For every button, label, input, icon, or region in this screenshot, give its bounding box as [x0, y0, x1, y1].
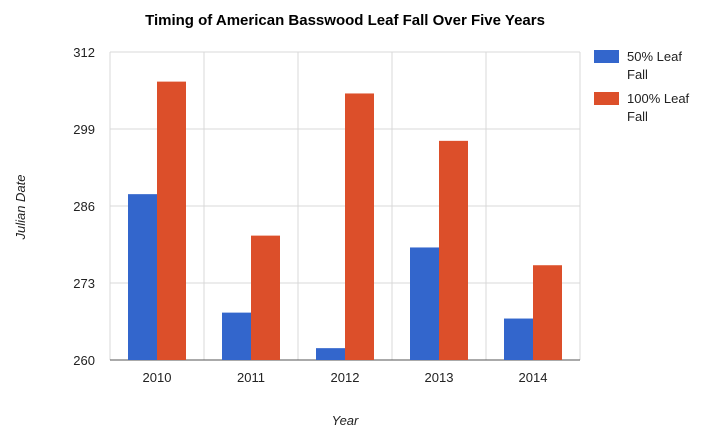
x-axis-label: Year — [332, 413, 359, 426]
x-tick-label: 2010 — [143, 370, 172, 385]
bar-hundred-percent-2014 — [533, 265, 562, 360]
y-tick-label: 260 — [73, 353, 95, 368]
bar-hundred-percent-2012 — [345, 93, 374, 360]
x-tick-label: 2011 — [237, 370, 265, 385]
y-axis-ticks: 260 273 286 299 312 — [73, 45, 95, 368]
legend-entry: 50% Leaf Fall — [627, 49, 682, 82]
legend-swatch — [594, 92, 619, 105]
bar-fifty-percent-2010 — [128, 194, 157, 360]
bar-hundred-percent-2010 — [157, 81, 186, 360]
bar-fifty-percent-2014 — [504, 318, 533, 360]
bar-fifty-percent-2011 — [222, 312, 251, 360]
y-tick-label: 312 — [73, 45, 95, 60]
y-tick-label: 299 — [73, 122, 95, 137]
y-tick-label: 286 — [73, 199, 95, 214]
y-axis-label: Julian Date — [13, 174, 28, 240]
x-tick-label: 2013 — [425, 370, 454, 385]
bar-fifty-percent-2013 — [410, 247, 439, 360]
bar-hundred-percent-2011 — [251, 235, 280, 360]
x-tick-label: 2014 — [519, 370, 548, 385]
bar-fifty-percent-2012 — [316, 348, 345, 360]
y-tick-label: 273 — [73, 276, 95, 291]
x-axis-ticks: 2010 2011 2012 2013 2014 — [143, 370, 548, 385]
bar-hundred-percent-2013 — [439, 140, 468, 360]
x-tick-label: 2012 — [331, 370, 360, 385]
chart-title: Timing of American Basswood Leaf Fall Ov… — [145, 12, 545, 29]
bars — [128, 81, 562, 360]
legend-entry: 100% Leaf Fall — [627, 91, 690, 124]
legend-swatch — [594, 50, 619, 63]
legend: 50% Leaf Fall 100% Leaf Fall — [594, 49, 690, 124]
